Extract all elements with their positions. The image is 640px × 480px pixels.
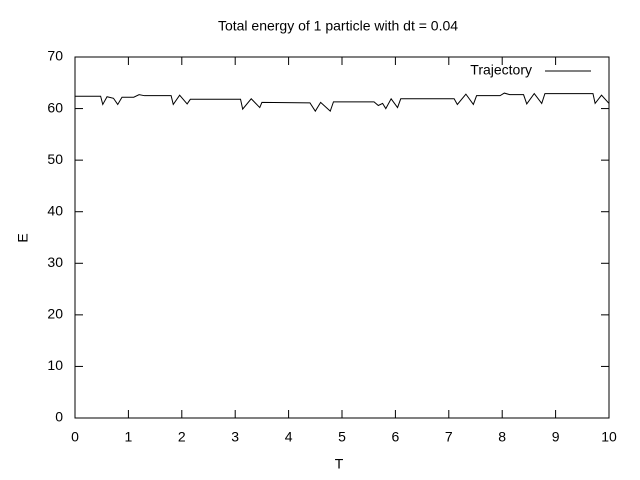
x-tick-label: 1	[125, 429, 133, 445]
x-axis-label: T	[335, 456, 344, 472]
y-tick-label: 30	[47, 254, 63, 270]
x-tick-label: 0	[71, 429, 79, 445]
x-tick-label: 3	[231, 429, 239, 445]
y-tick-label: 50	[47, 151, 63, 167]
y-tick-label: 40	[47, 202, 63, 218]
y-tick-label: 10	[47, 357, 63, 373]
x-tick-label: 5	[338, 429, 346, 445]
x-tick-label: 2	[178, 429, 186, 445]
x-tick-label: 6	[392, 429, 400, 445]
y-tick-label: 60	[47, 99, 63, 115]
x-tick-label: 8	[498, 429, 506, 445]
y-axis-label: E	[15, 233, 31, 242]
chart-title: Total energy of 1 particle with dt = 0.0…	[218, 18, 458, 34]
legend-label: Trajectory	[470, 62, 532, 78]
x-tick-label: 10	[601, 429, 617, 445]
line-series	[75, 92, 610, 113]
y-tick-label: 20	[47, 306, 63, 322]
x-tick-label: 9	[552, 429, 560, 445]
y-tick-label: 70	[47, 48, 63, 64]
x-tick-label: 4	[285, 429, 293, 445]
x-tick-label: 7	[445, 429, 453, 445]
y-tick-label: 0	[55, 409, 63, 425]
